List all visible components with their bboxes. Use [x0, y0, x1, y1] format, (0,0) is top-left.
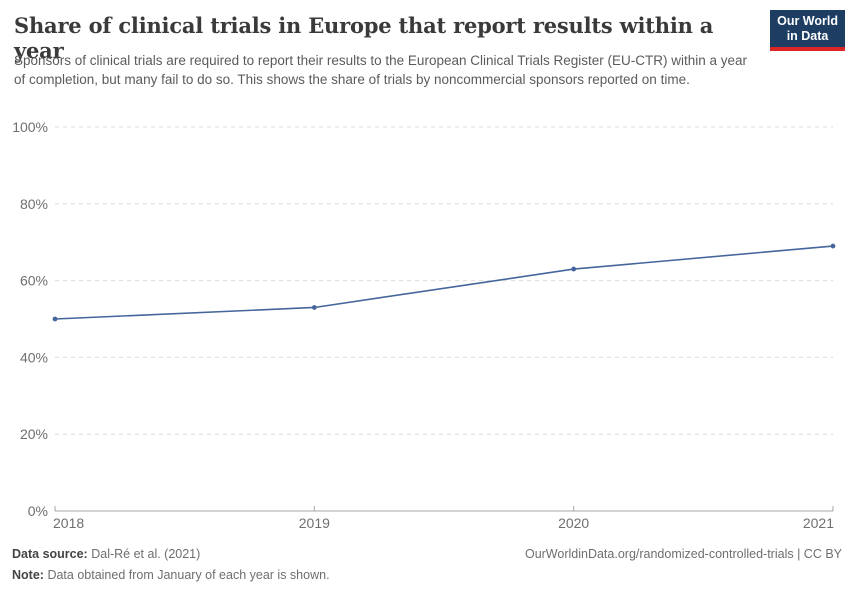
note-value: Data obtained from January of each year … — [47, 568, 330, 582]
data-point[interactable] — [571, 266, 577, 272]
chart-subtitle: Sponsors of clinical trials are required… — [14, 53, 748, 88]
data-source-value: Dal-Ré et al. (2021) — [91, 547, 201, 561]
owid-logo[interactable]: Our World in Data — [770, 10, 845, 51]
x-axis-label: 2019 — [299, 515, 330, 531]
x-axis-label: 2020 — [558, 515, 589, 531]
y-axis-label: 60% — [20, 273, 48, 289]
y-axis-label: 20% — [20, 426, 48, 442]
chart-note: Note: Data obtained from January of each… — [12, 568, 330, 582]
data-point[interactable] — [52, 316, 58, 322]
footer-note-row: Note: Data obtained from January of each… — [12, 568, 842, 582]
owid-logo-line2: in Data — [786, 29, 829, 43]
y-axis-label: 100% — [12, 119, 48, 135]
y-axis-label: 0% — [28, 503, 48, 519]
footer-source-row: Data source: Dal-Ré et al. (2021) OurWor… — [12, 547, 842, 561]
x-axis-label: 2021 — [803, 515, 834, 531]
data-point[interactable] — [830, 243, 836, 249]
citation-link[interactable]: OurWorldinData.org/randomized-controlled… — [524, 547, 842, 561]
data-point[interactable] — [311, 305, 317, 310]
data-source-label: Data source: — [12, 547, 88, 561]
y-axis-label: 80% — [20, 196, 48, 212]
trend-line — [54, 245, 834, 320]
x-axis-label: 2018 — [53, 515, 84, 531]
y-axis-label: 40% — [20, 349, 48, 365]
note-label: Note: — [12, 568, 44, 582]
data-source: Data source: Dal-Ré et al. (2021) — [12, 547, 200, 561]
page-title: Share of clinical trials in Europe that … — [14, 13, 714, 63]
owid-logo-line1: Our World — [777, 14, 838, 28]
